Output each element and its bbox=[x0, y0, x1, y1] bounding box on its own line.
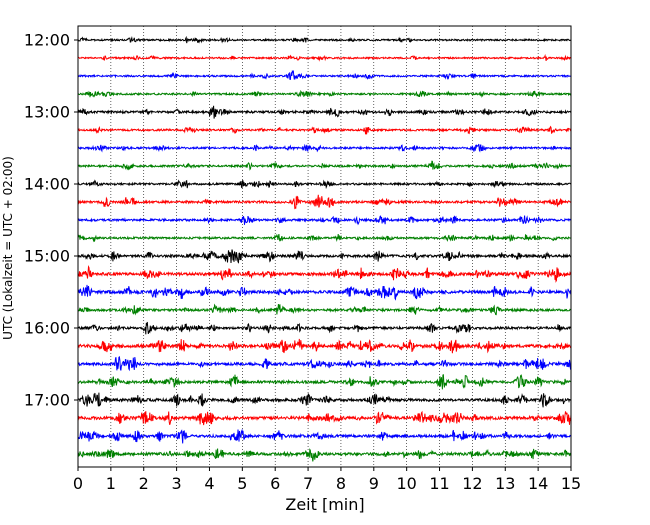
x-tick-label: 2 bbox=[139, 474, 149, 493]
trace-1215 bbox=[77, 53, 572, 62]
y-tick-label: 15:00 bbox=[24, 247, 70, 266]
trace-1630 bbox=[77, 355, 571, 372]
axis-layer: 0 1 2 3 4 5 6 7 8 9 10 11 12 13 14 1512:0013:0014:0015:… bbox=[24, 31, 581, 494]
x-tick-label: 10 bbox=[396, 474, 416, 493]
y-tick-label: 13:00 bbox=[24, 103, 70, 122]
y-axis-label: UTC (Lokalzeit = UTC + 02:00) bbox=[1, 156, 15, 340]
trace-1700 bbox=[77, 392, 572, 408]
x-tick-label: 15 bbox=[561, 474, 581, 493]
x-tick-label: 7 bbox=[303, 474, 313, 493]
y-tick-label: 14:00 bbox=[24, 175, 70, 194]
x-tick-label: 1 bbox=[106, 474, 116, 493]
x-tick-label: 14 bbox=[528, 474, 548, 493]
plot-frame bbox=[77, 25, 572, 468]
trace-1530 bbox=[77, 284, 572, 301]
trace-1615 bbox=[77, 338, 572, 354]
trace-1345 bbox=[78, 160, 572, 171]
trace-1500 bbox=[77, 249, 572, 264]
x-axis-label: Zeit [min] bbox=[285, 495, 364, 514]
x-tick-label: 12 bbox=[462, 474, 482, 493]
x-tick-label: 5 bbox=[237, 474, 247, 493]
x-tick-label: 8 bbox=[336, 474, 346, 493]
y-tick-label: 16:00 bbox=[24, 319, 70, 338]
x-tick-label: 9 bbox=[369, 474, 379, 493]
x-tick-label: 4 bbox=[204, 474, 214, 493]
trace-1545 bbox=[77, 303, 572, 316]
x-tick-label: 6 bbox=[270, 474, 280, 493]
x-tick-label: 13 bbox=[495, 474, 515, 493]
x-tick-label: 3 bbox=[172, 474, 182, 493]
x-tick-label: 0 bbox=[73, 474, 83, 493]
trace-1645 bbox=[77, 374, 572, 390]
trace-1200 bbox=[77, 35, 572, 44]
y-tick-label: 17:00 bbox=[24, 391, 70, 410]
trace-1300 bbox=[77, 105, 572, 119]
trace-1715 bbox=[77, 410, 572, 426]
trace-1445 bbox=[77, 233, 571, 243]
trace-1245 bbox=[77, 89, 572, 98]
trace-1730 bbox=[77, 428, 572, 444]
y-tick-label: 12:00 bbox=[24, 31, 70, 50]
trace-1745 bbox=[77, 448, 572, 462]
trace-1400 bbox=[77, 179, 572, 190]
x-tick-label: 11 bbox=[429, 474, 449, 493]
trace-1415 bbox=[77, 194, 572, 210]
trace-1330 bbox=[77, 143, 572, 153]
trace-1600 bbox=[77, 321, 572, 335]
trace-1230 bbox=[77, 70, 572, 81]
trace-layer bbox=[77, 35, 572, 462]
trace-1515 bbox=[77, 265, 572, 283]
trace-1430 bbox=[77, 215, 572, 226]
trace-1315 bbox=[77, 125, 572, 135]
